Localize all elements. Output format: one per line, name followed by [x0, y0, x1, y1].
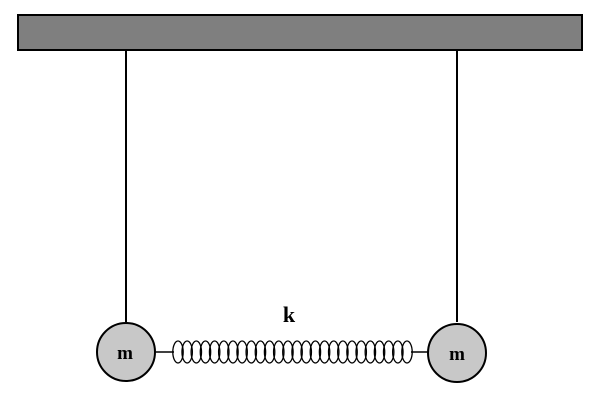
right-mass: m	[427, 323, 487, 383]
spring-coil	[190, 340, 203, 364]
spring-coil	[217, 340, 230, 364]
left-mass-label: m	[117, 343, 133, 364]
spring-coil	[282, 340, 294, 364]
spring-constant-label: k	[283, 302, 296, 327]
right-mass-bob	[427, 323, 487, 383]
spring-coil	[254, 340, 267, 364]
spring	[172, 340, 413, 364]
spring-coil	[291, 340, 303, 364]
spring-coil	[346, 340, 358, 364]
spring-coil	[199, 340, 212, 364]
spring-coil	[337, 340, 349, 364]
ceiling-support	[17, 14, 583, 51]
spring-coil	[327, 340, 340, 364]
spring-coil	[300, 340, 313, 364]
spring-coil	[172, 340, 184, 364]
spring-coil	[401, 340, 413, 364]
spring-coil	[373, 340, 386, 364]
spring-coil	[263, 340, 276, 364]
spring-coil	[227, 340, 239, 364]
spring-coil	[355, 340, 368, 364]
spring-coil	[272, 340, 285, 364]
spring-coil	[181, 340, 194, 364]
spring-coil	[364, 340, 377, 364]
left-mass: m	[96, 322, 156, 382]
spring-coil	[309, 340, 322, 364]
right-mass-label: m	[449, 344, 465, 365]
spring-coil	[236, 340, 248, 364]
spring-coil	[391, 340, 404, 364]
spring-coil	[382, 340, 395, 364]
spring-coil	[318, 340, 331, 364]
left-mass-bob	[96, 322, 156, 382]
spring-coil	[245, 340, 258, 364]
spring-coil	[208, 340, 221, 364]
